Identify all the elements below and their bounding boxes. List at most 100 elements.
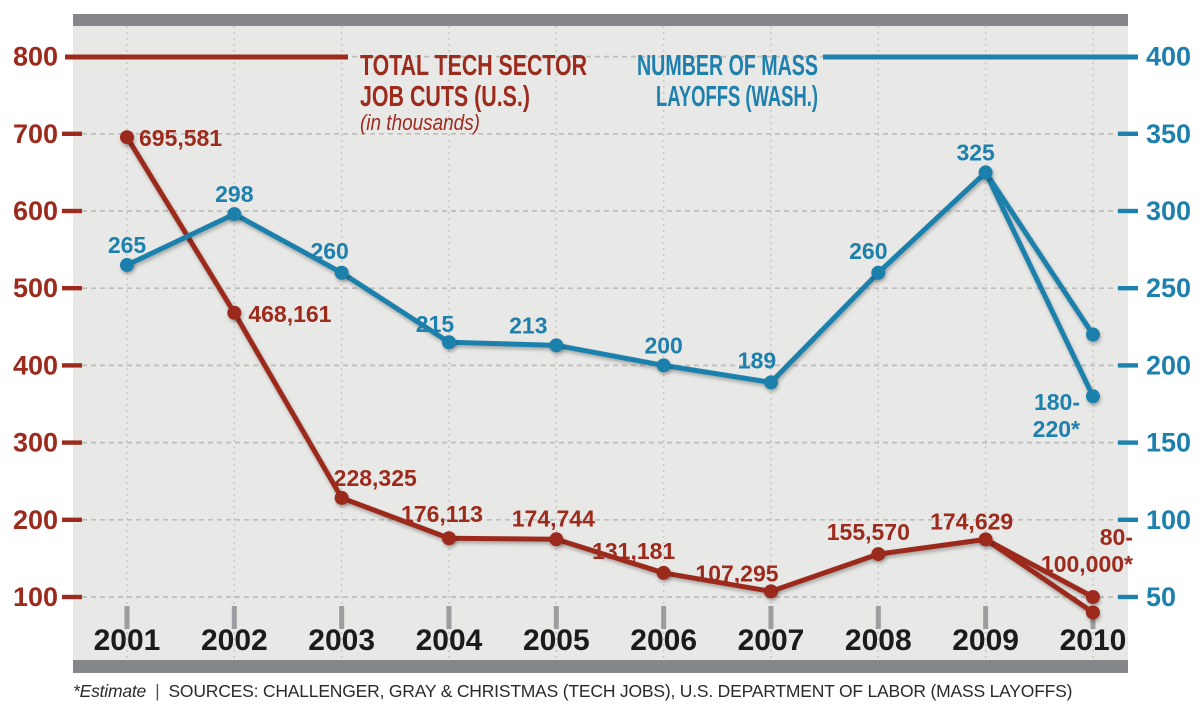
blue-data-point-2005: [549, 338, 564, 353]
red-point-label-2008: 155,570: [827, 519, 910, 545]
red-point-label-2009: 174,629: [930, 508, 1013, 534]
left-axis-tick-300: [62, 440, 82, 445]
blue-point-label-2005: 213: [509, 312, 547, 338]
blue-point-label-2010-line2: 220*: [1033, 416, 1080, 442]
year-tick-2004: [446, 606, 452, 629]
top-frame-bar: [73, 14, 1128, 26]
blue-point-label-2007: 189: [738, 347, 776, 373]
blue-point-label-2003: 260: [310, 238, 348, 264]
blue-data-point-2010-0: [1085, 327, 1100, 342]
red-point-label-2003: 228,325: [334, 465, 417, 491]
year-label-2008: 2008: [845, 624, 912, 657]
blue-data-point-2003: [334, 265, 349, 280]
right-axis-tick-200: [1118, 363, 1138, 368]
blue-data-point-2006: [656, 358, 671, 373]
plot-area: [73, 26, 1128, 660]
left-axis-label-200: 200: [13, 505, 58, 535]
right-axis-label-150: 150: [1146, 428, 1191, 458]
left-axis-label-800: 800: [13, 42, 58, 72]
left-axis-label-600: 600: [13, 196, 58, 226]
year-tick-2008: [875, 606, 881, 629]
red-data-point-2005: [549, 532, 564, 547]
year-tick-2001: [124, 606, 130, 629]
left-axis-tick-400: [62, 363, 82, 368]
right-axis-tick-100: [1118, 517, 1138, 522]
red-data-point-2010-0: [1085, 590, 1100, 604]
blue-data-point-2004: [441, 335, 456, 350]
blue-series-point-group: [120, 165, 1100, 404]
red-point-label-2010-line2: 100,000*: [1041, 551, 1133, 577]
right-axis-tick-150: [1118, 440, 1138, 445]
blue-point-label-2004: 215: [416, 311, 455, 337]
blue-series-label-group: 265 298 260 215 213 200 189 260 325 180-220*: [108, 139, 1080, 442]
right-axis-tick-350: [1118, 131, 1138, 136]
blue-point-label-2001: 265: [108, 232, 147, 258]
red-series-label-group: 695,581 468,161 228,325 176,113 174,744 131,1…: [139, 125, 1133, 586]
blue-point-label-2009: 325: [956, 139, 995, 165]
year-label-2010: 2010: [1060, 624, 1127, 657]
year-tick-2007: [768, 606, 774, 629]
blue-series-estimate-branch-0: [983, 169, 1096, 338]
red-series-estimate-branch-1: [983, 536, 1096, 615]
blue-data-point-2001: [120, 258, 134, 273]
blue-point-label-2010-line1: 180-: [1034, 389, 1080, 415]
left-axis-label-100: 100: [13, 582, 58, 612]
red-legend-title-line2: JOB CUTS (U.S.): [360, 81, 530, 113]
blue-point-label-2002: 298: [215, 181, 254, 207]
year-label-2002: 2002: [201, 624, 268, 657]
footer-divider: |: [155, 681, 160, 701]
year-tick-2006: [661, 606, 667, 629]
right-axis-tick-300: [1118, 208, 1138, 214]
year-label-2005: 2005: [523, 624, 590, 657]
left-axis-tick-500: [62, 286, 82, 291]
red-point-label-2010-line1: 80-: [1100, 524, 1133, 550]
red-point-label-2004: 176,113: [401, 501, 483, 527]
left-axis-label-700: 700: [13, 119, 58, 149]
right-axis-label-50: 50: [1146, 582, 1176, 612]
red-data-point-2004: [441, 531, 456, 546]
red-point-label-2006: 131,181: [592, 538, 675, 564]
year-tick-2005: [553, 606, 559, 629]
red-data-point-2006: [656, 565, 671, 580]
red-data-point-2001: [120, 130, 134, 145]
right-axis-label-350: 350: [1146, 119, 1191, 149]
bottom-frame-bar: [73, 660, 1128, 673]
red-legend-subtitle: (in thousands): [360, 110, 480, 135]
right-axis-label-300: 300: [1146, 196, 1191, 226]
blue-point-label-2006: 200: [644, 332, 682, 358]
year-label-2009: 2009: [952, 624, 1019, 657]
blue-data-point-2008: [871, 265, 886, 280]
left-axis-tick-700: [62, 131, 82, 136]
red-point-label-2005: 174,744: [512, 505, 595, 531]
red-legend-title-line1: TOTAL TECH SECTOR: [360, 50, 587, 82]
year-label-2004: 2004: [416, 624, 483, 657]
blue-data-point-2002: [227, 207, 242, 222]
red-point-label-2007: 107,295: [695, 560, 778, 586]
red-data-point-2002: [227, 305, 242, 320]
right-axis-tick-250: [1118, 286, 1138, 291]
right-axis-tick-50: [1118, 594, 1138, 600]
left-axis-label-300: 300: [13, 428, 58, 458]
estimate-note: *Estimate: [73, 681, 147, 701]
year-label-2003: 2003: [308, 624, 375, 657]
red-data-point-2003: [334, 490, 349, 505]
blue-data-point-2010-1: [1085, 389, 1100, 404]
left-axis-tick-100: [62, 594, 82, 600]
right-axis-label-200: 200: [1146, 350, 1191, 380]
right-axis-label-400: 400: [1146, 42, 1191, 72]
right-axis-label-100: 100: [1146, 505, 1191, 535]
red-series-point-group: [120, 130, 1100, 620]
red-point-label-2002: 468,161: [248, 301, 331, 327]
year-label-2001: 2001: [94, 624, 161, 657]
red-data-point-2009: [978, 532, 993, 547]
year-tick-2002: [231, 606, 237, 629]
right-axis-label-250: 250: [1146, 273, 1191, 303]
red-data-point-2007: [763, 584, 778, 599]
left-axis-tick-600: [62, 208, 82, 214]
blue-data-point-2009: [978, 165, 993, 180]
red-data-point-2010-1: [1085, 605, 1100, 620]
blue-legend-title-line2: LAYOFFS (WASH.): [656, 81, 818, 113]
blue-point-label-2008: 260: [849, 238, 887, 264]
